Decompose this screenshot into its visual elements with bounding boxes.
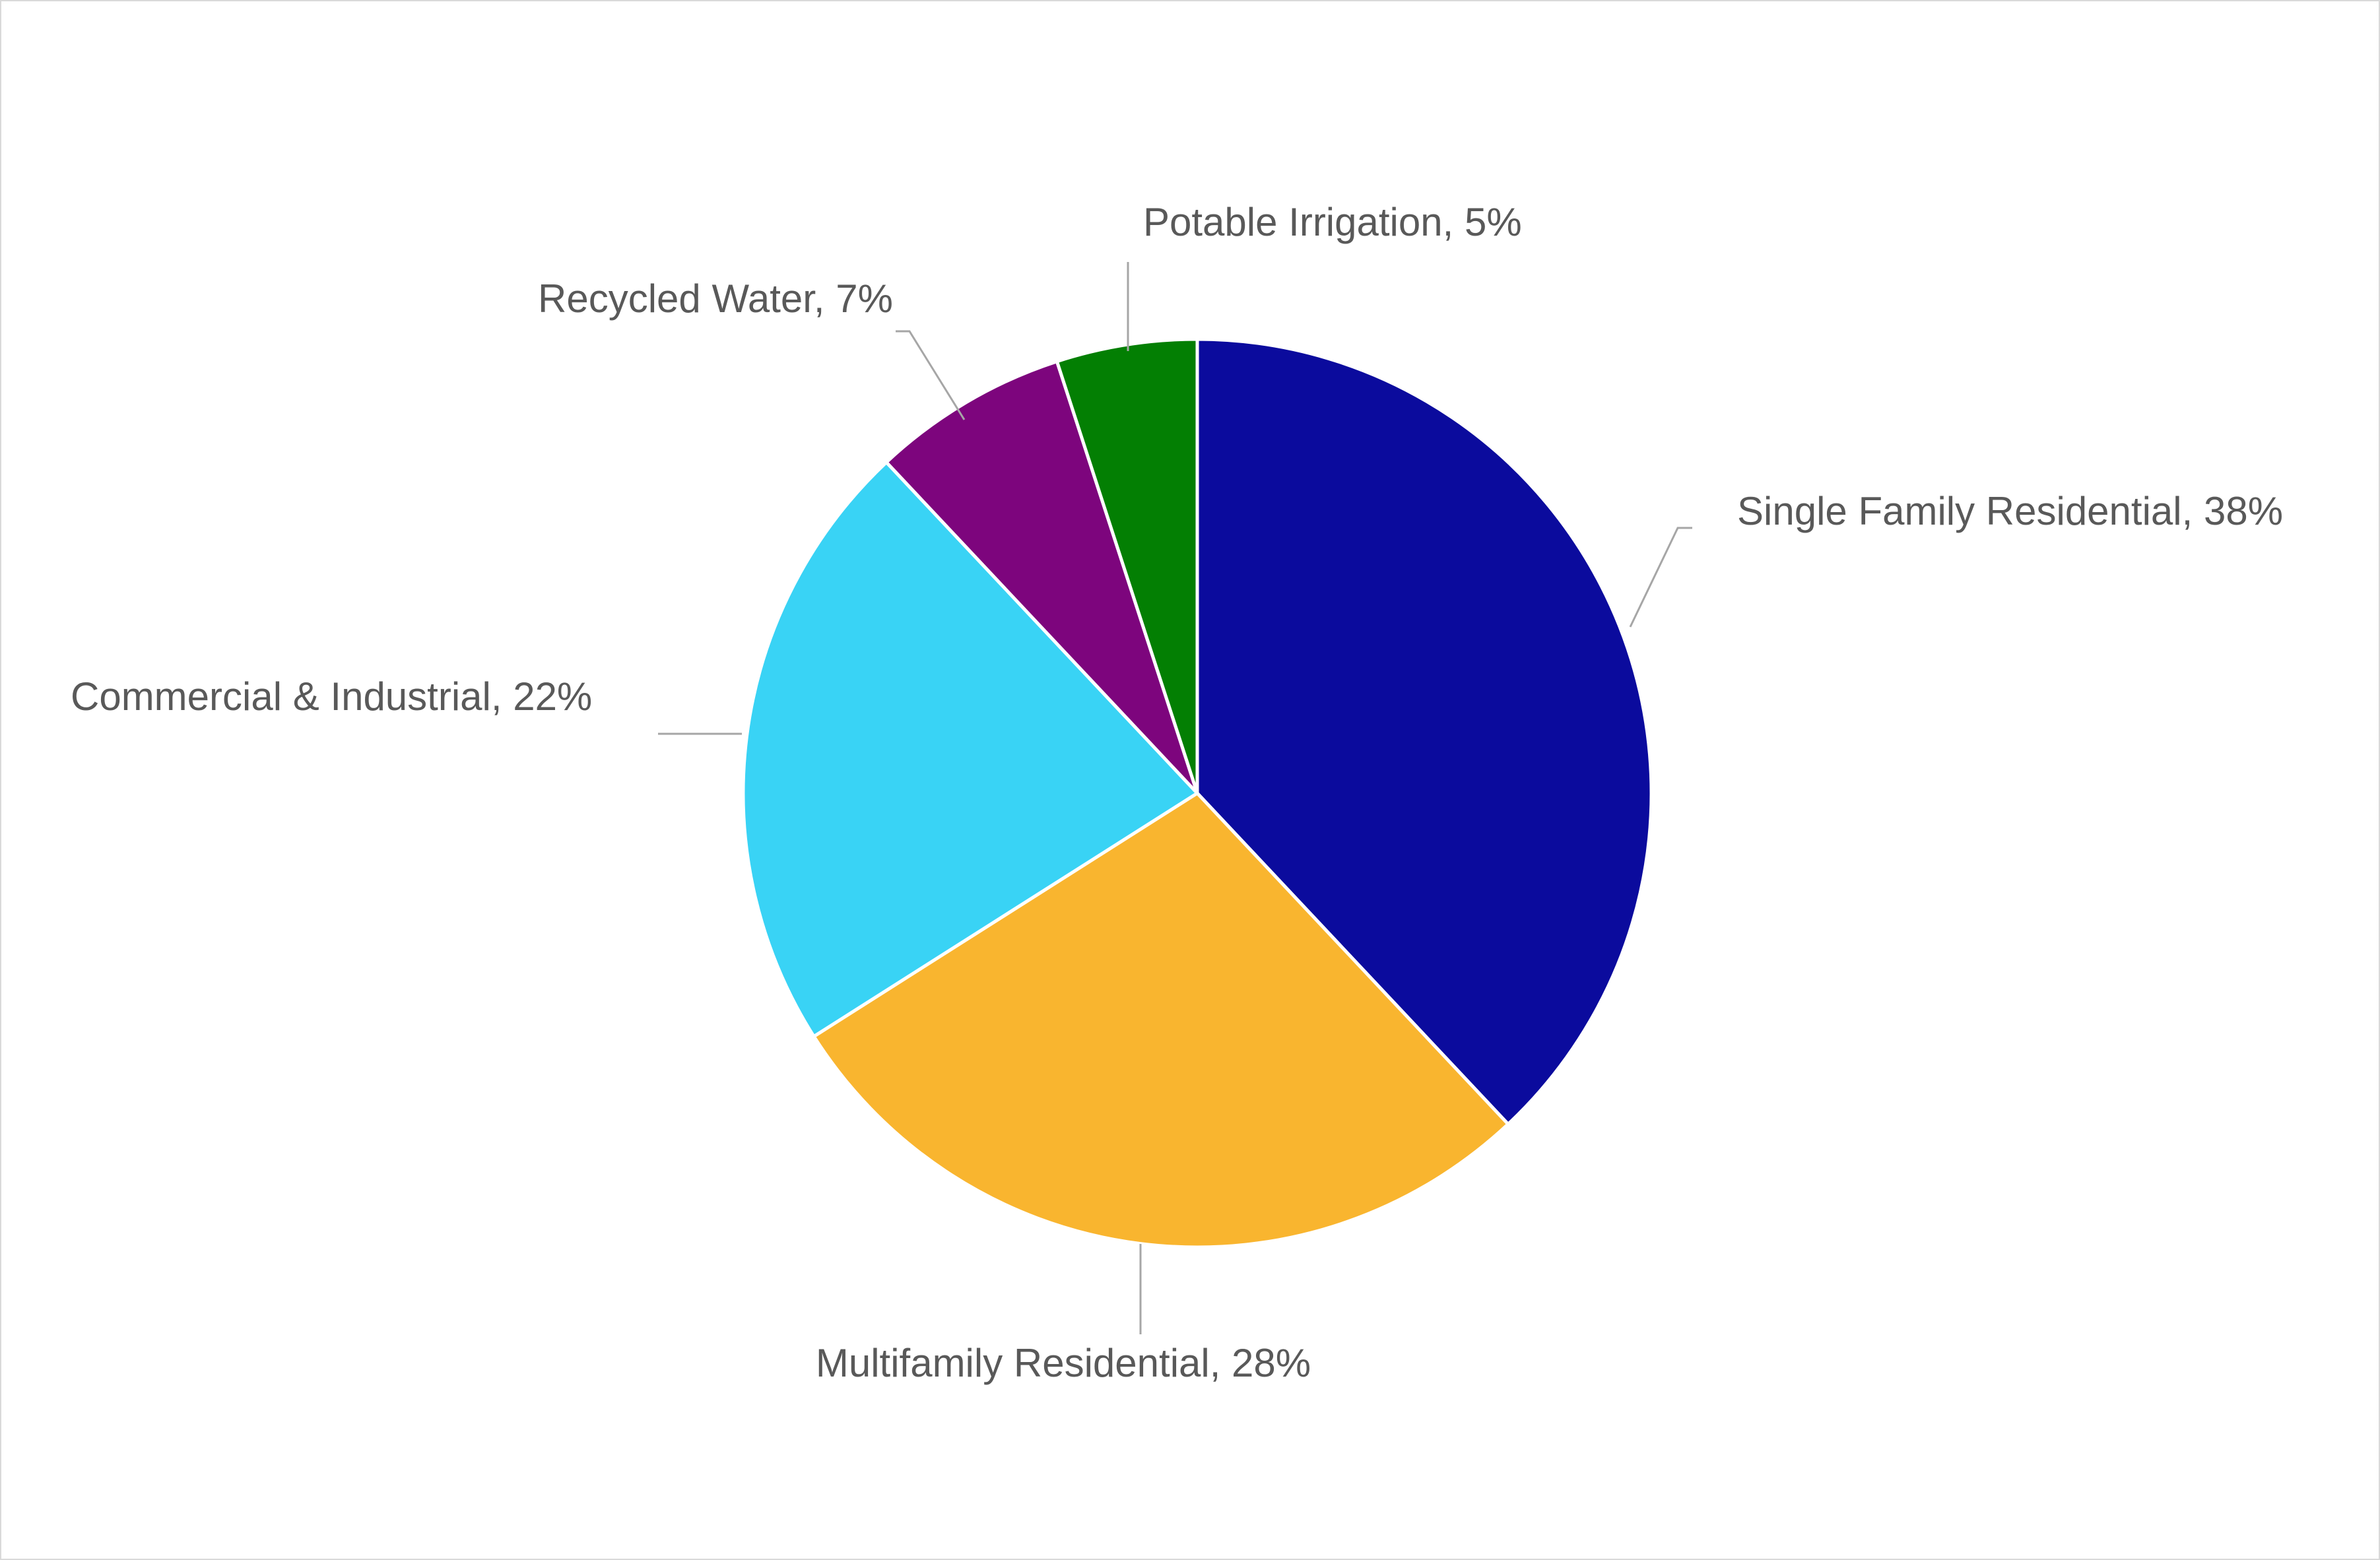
leader-line-single-family-residential <box>1629 527 1692 628</box>
leader-line-recycled-water <box>896 330 966 420</box>
pie-slice-single-family-residential <box>1195 337 1653 1126</box>
slice-label-commercial-industrial: Commercial & Industrial, 22% <box>71 674 593 719</box>
slice-label-multifamily-residential: Multifamily Residential, 28% <box>815 1341 1311 1385</box>
pie-slice-commercial-industrial <box>741 461 1199 1039</box>
slice-label-single-family-residential: Single Family Residential, 38% <box>1737 489 2284 533</box>
pie-slices <box>741 337 1653 1249</box>
slice-label-recycled-water: Recycled Water, 7% <box>538 276 893 321</box>
pie-slice-recycled-water <box>884 360 1199 795</box>
slice-label-potable-irrigation: Potable Irrigation, 5% <box>1143 200 1522 244</box>
leader-lines <box>658 262 1692 1334</box>
pie-slice-potable-irrigation <box>1055 337 1199 795</box>
pie-slice-multifamily-residential <box>812 791 1510 1249</box>
